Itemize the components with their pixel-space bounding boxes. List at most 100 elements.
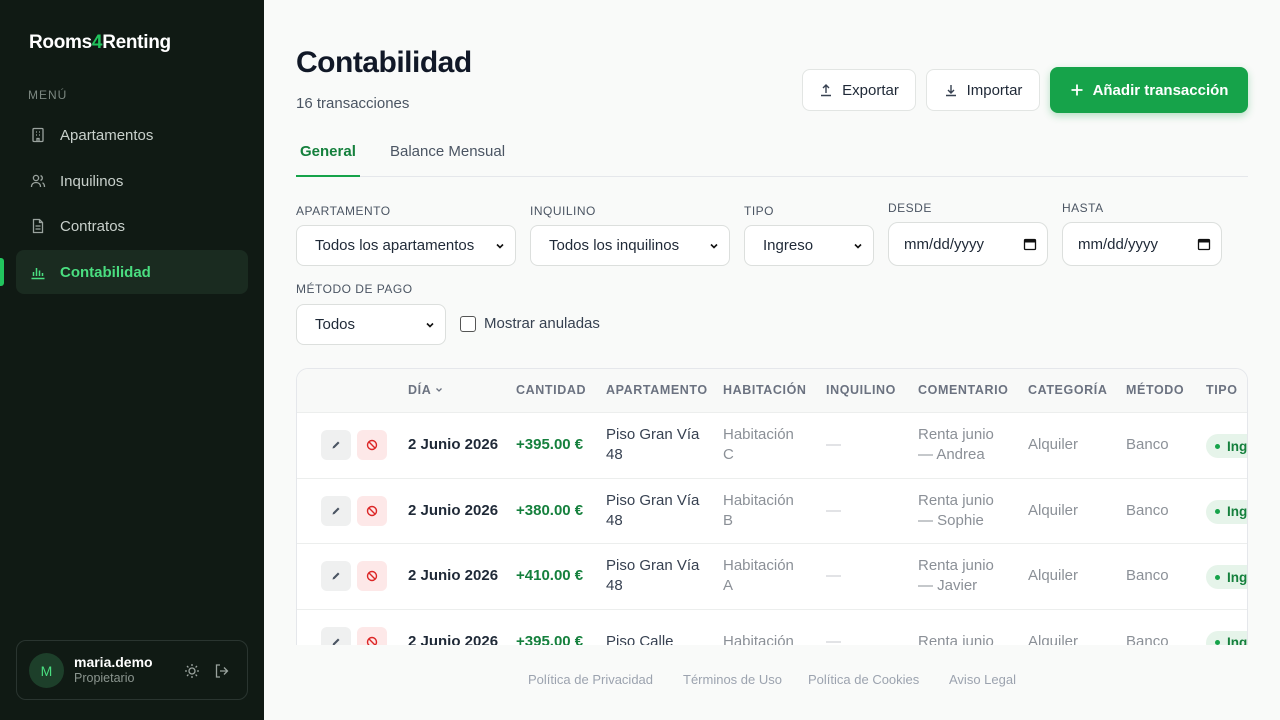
cell: — [826,436,841,453]
select[interactable]: Todos los apartamentos [296,225,516,266]
menu-text: Apartamentos [60,126,154,144]
footer-link[interactable]: Política de Privacidad [528,672,654,687]
tab-active[interactable]: General [300,143,356,160]
user-card: M maria.demo Propietario [16,640,248,700]
column-header[interactable]: DÍA [408,383,443,397]
column-header: HABITACIÓN [723,383,807,397]
type-text: Ingreso [1227,438,1248,454]
filter-label: TIPO [744,204,775,218]
column-header: APARTAMENTO [606,383,708,397]
edit-button[interactable] [321,626,351,645]
edit-button[interactable] [321,561,351,591]
filter-label: HASTA [1062,201,1104,215]
cell: Renta junio — Javier [918,557,994,594]
filter-label: APARTAMENTO [296,204,391,218]
cell: Renta junio — Sophie [918,491,994,529]
table-row: 2 Junio 2026 +410.00 € Piso Gran Vía 48 Hab… [297,543,1248,609]
void-button[interactable] [357,495,387,526]
type-text: Ingreso [1227,504,1248,519]
edit-button[interactable] [321,495,351,526]
import-button[interactable]: Importar [926,69,1040,111]
type-badge: Ingreso [1206,434,1248,458]
theme-toggle[interactable] [184,663,200,679]
select[interactable]: Todos los inquilinos [530,225,730,266]
filter-label: DESDE [888,201,932,215]
edit-icon [332,441,340,449]
button-text: Importar [966,81,1023,99]
cell: — [826,501,841,519]
select[interactable]: Ingreso [744,225,874,266]
avatar: M [29,653,64,688]
column-header: COMENTARIO [918,383,1009,397]
menu-text: Contabilidad [60,263,151,281]
status-dot [1215,574,1220,580]
page-title: Contabilidad [296,46,472,79]
menu-text: Inquilinos [60,172,124,190]
table-header [297,369,1247,412]
cell: Piso Gran Vía 48 [606,557,700,594]
date-input[interactable]: mm/dd/yyyy [888,222,1048,266]
sidebar: Rooms4Renting MENÚ Apartamentos Inquilin… [0,0,264,720]
transactions-table: DÍA CANTIDAD APARTAMENTO HABITACIÓN INQUILI… [296,368,1248,645]
column-header: CANTIDAD [516,383,587,397]
cell: — [826,632,841,646]
status-dot [1215,509,1220,514]
menu-item[interactable]: Contratos [16,204,248,248]
cell: Habitación B [723,491,794,529]
checkbox-label[interactable]: Mostrar anuladas [484,315,600,332]
checkbox[interactable] [460,316,476,332]
cell: +380.00 € [516,501,584,519]
logout[interactable] [214,663,230,679]
cell: 2 Junio 2026 [408,501,499,519]
active-indicator [0,258,4,286]
void-icon [366,570,378,582]
column-header: INQUILINO [826,383,896,397]
footer-link[interactable]: Aviso Legal [949,672,1016,687]
edit-icon [332,507,340,514]
table-row: 2 Junio 2026 +380.00 € Piso Gran Vía 48 Hab… [297,477,1248,544]
tab-underline [296,175,360,177]
menu-item-active[interactable]: Contabilidad [16,250,248,294]
cell: Banco [1126,632,1169,646]
void-button[interactable] [357,561,387,591]
add-button[interactable]: Añadir transacción [1050,67,1248,113]
cell: +395.00 € [516,632,584,646]
select[interactable]: Todos [296,304,446,345]
void-button[interactable] [357,626,387,645]
cell: Banco [1126,567,1169,584]
brand[interactable]: Rooms4Renting [29,32,171,54]
cell: — [826,567,841,584]
button-text: Añadir transacción [1092,81,1229,99]
footer-link[interactable]: Términos de Uso [683,672,782,687]
cell: Alquiler [1028,632,1079,646]
cell: Banco [1126,501,1169,519]
brand-accent: 4 [91,32,103,53]
tab[interactable]: Balance Mensual [390,143,506,160]
edit-button[interactable] [321,430,351,460]
cell: Alquiler [1028,436,1079,453]
cell: 2 Junio 2026 [408,632,499,646]
status-dot [1215,640,1220,645]
cell: Habitación [723,632,794,646]
type-text: Ingreso [1227,635,1248,645]
date-placeholder: mm/dd/yyyy [904,235,985,253]
cell: Piso Calle [606,632,674,646]
filter-label: INQUILINO [530,204,596,218]
subtitle: 16 transacciones [296,95,410,112]
sort-icon [435,388,442,392]
menu-item[interactable]: Inquilinos [16,159,248,203]
export-button[interactable]: Exportar [802,69,916,111]
edit-icon [332,638,340,645]
cell: +395.00 € [516,436,584,453]
select-value: Todos los apartamentos [315,237,475,254]
void-icon [366,439,378,451]
column-header: CATEGORÍA [1028,383,1108,397]
date-input[interactable]: mm/dd/yyyy [1062,222,1222,266]
type-badge: Ingreso [1206,499,1248,524]
cell: Alquiler [1028,567,1079,584]
void-button[interactable] [357,430,387,460]
footer-link[interactable]: Política de Cookies [808,672,920,687]
menu-item[interactable]: Apartamentos [16,113,248,157]
select-value: Todos [315,316,356,333]
type-text: Ingreso [1227,569,1248,585]
